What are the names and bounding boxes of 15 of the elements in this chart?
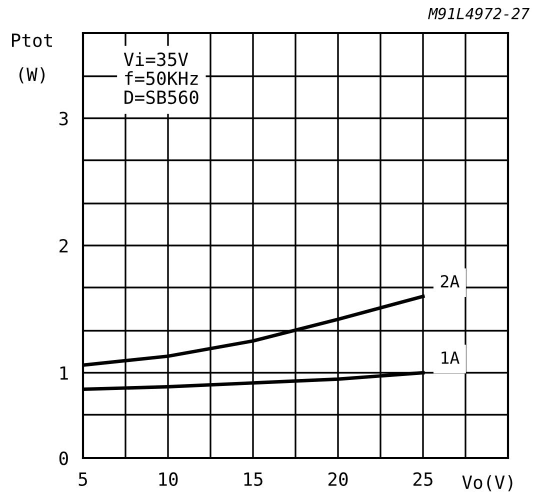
y-tick-label: 3 (59, 112, 68, 126)
x-axis-title: Vo(V) (462, 475, 512, 492)
x-tick-label: 5 (78, 472, 87, 486)
x-tick-label: 20 (328, 472, 348, 486)
x-tick-label: 10 (159, 472, 178, 486)
y-tick-label: 1 (60, 366, 68, 380)
y-axis-title: Ptot (W) (12, 34, 52, 84)
x-tick-label: 25 (413, 472, 432, 486)
series-label: 1A (442, 352, 460, 364)
y-tick-label: 2 (60, 239, 68, 252)
text: M91L4972-27 (428, 8, 530, 20)
y-tick-label: 0 (59, 452, 68, 466)
series-label: 2A (440, 275, 460, 288)
annotation: Vi=35V f=50KHz D=SB560 (124, 52, 198, 104)
x-tick-label: 15 (244, 472, 262, 486)
